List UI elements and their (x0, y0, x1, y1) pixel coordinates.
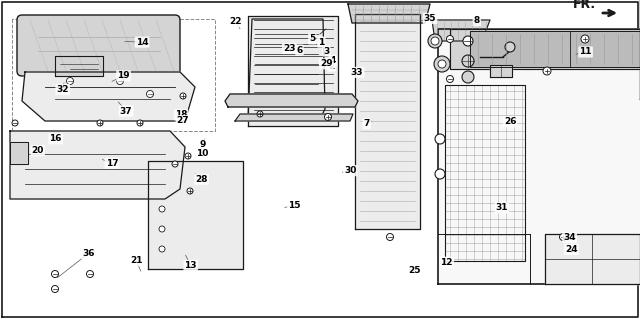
Text: 21: 21 (130, 256, 143, 265)
Text: 7: 7 (364, 119, 370, 128)
Text: FR.: FR. (573, 0, 596, 11)
Text: 6: 6 (296, 46, 303, 55)
Polygon shape (432, 20, 490, 41)
Circle shape (428, 34, 442, 48)
Circle shape (67, 78, 74, 85)
Text: 29: 29 (320, 59, 333, 68)
Circle shape (438, 60, 446, 68)
Circle shape (180, 93, 186, 99)
Circle shape (159, 206, 165, 212)
Polygon shape (348, 4, 430, 23)
Circle shape (185, 153, 191, 159)
Text: 11: 11 (579, 48, 592, 56)
Polygon shape (545, 234, 640, 284)
Text: 17: 17 (106, 159, 118, 168)
Text: 20: 20 (31, 146, 44, 155)
Circle shape (447, 35, 454, 42)
Text: 19: 19 (117, 71, 130, 80)
Circle shape (51, 286, 58, 293)
Circle shape (137, 120, 143, 126)
Circle shape (51, 271, 58, 278)
Circle shape (159, 226, 165, 232)
Text: 14: 14 (136, 38, 148, 47)
Polygon shape (438, 29, 640, 284)
Circle shape (12, 120, 18, 126)
Text: 22: 22 (229, 17, 242, 26)
Circle shape (447, 76, 454, 83)
Text: 8: 8 (474, 16, 480, 25)
Text: 23: 23 (283, 44, 296, 53)
Polygon shape (355, 14, 420, 229)
Circle shape (543, 67, 551, 75)
FancyBboxPatch shape (17, 15, 180, 76)
Text: 34: 34 (563, 233, 576, 242)
Text: 32: 32 (56, 85, 69, 94)
Circle shape (97, 120, 103, 126)
Circle shape (434, 56, 450, 72)
Text: 5: 5 (309, 34, 316, 43)
Text: 15: 15 (288, 201, 301, 210)
Circle shape (435, 169, 445, 179)
Polygon shape (10, 131, 185, 199)
Text: 26: 26 (504, 117, 516, 126)
Circle shape (324, 114, 332, 121)
Text: 35: 35 (424, 14, 436, 23)
Text: 18: 18 (175, 110, 188, 119)
Polygon shape (248, 19, 325, 119)
Polygon shape (10, 142, 28, 164)
Polygon shape (490, 65, 512, 77)
Text: 24: 24 (565, 245, 578, 254)
Text: 36: 36 (82, 249, 95, 258)
Polygon shape (450, 29, 640, 69)
Circle shape (462, 71, 474, 83)
Circle shape (505, 42, 515, 52)
Circle shape (187, 188, 193, 194)
Text: 3: 3 (323, 47, 330, 56)
Circle shape (159, 246, 165, 252)
Polygon shape (235, 114, 353, 121)
Circle shape (116, 78, 124, 85)
Polygon shape (148, 161, 243, 269)
Text: 30: 30 (344, 166, 356, 175)
Text: 37: 37 (120, 107, 132, 115)
Circle shape (257, 111, 263, 117)
Circle shape (431, 37, 439, 45)
Text: 1: 1 (318, 38, 324, 47)
Text: 31: 31 (495, 204, 508, 212)
Text: 27: 27 (177, 116, 189, 125)
Circle shape (435, 134, 445, 144)
Text: 10: 10 (196, 149, 209, 158)
Text: 33: 33 (351, 68, 364, 77)
Text: 16: 16 (49, 134, 62, 143)
Circle shape (387, 234, 394, 241)
Polygon shape (470, 31, 640, 67)
Polygon shape (55, 56, 103, 76)
Circle shape (463, 36, 473, 46)
Text: 4: 4 (330, 56, 336, 65)
Circle shape (86, 271, 93, 278)
Text: 25: 25 (408, 266, 421, 275)
Polygon shape (22, 72, 195, 121)
Text: 13: 13 (184, 261, 197, 270)
Circle shape (172, 161, 178, 167)
Circle shape (559, 234, 566, 241)
Text: 2: 2 (328, 62, 335, 70)
Circle shape (462, 55, 474, 67)
Text: 28: 28 (195, 175, 208, 184)
Text: 12: 12 (440, 258, 453, 267)
Circle shape (581, 35, 589, 43)
Text: 9: 9 (199, 140, 205, 149)
Polygon shape (225, 94, 358, 107)
Polygon shape (248, 16, 338, 126)
Circle shape (147, 91, 154, 98)
